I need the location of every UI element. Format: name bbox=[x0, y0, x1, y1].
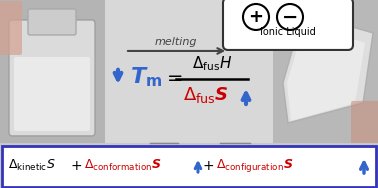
FancyBboxPatch shape bbox=[223, 0, 353, 50]
Polygon shape bbox=[283, 13, 373, 123]
Text: +: + bbox=[248, 8, 263, 26]
Text: −: − bbox=[282, 8, 298, 27]
FancyBboxPatch shape bbox=[105, 0, 273, 143]
Text: $=$: $=$ bbox=[163, 67, 183, 86]
FancyBboxPatch shape bbox=[0, 1, 22, 55]
Text: $\boldsymbol{\Delta_{\mathrm{conformation}}S}$: $\boldsymbol{\Delta_{\mathrm{conformatio… bbox=[84, 158, 162, 174]
Text: $+$: $+$ bbox=[202, 159, 214, 173]
Text: $\boldsymbol{T}_\mathbf{m}$: $\boldsymbol{T}_\mathbf{m}$ bbox=[130, 65, 163, 89]
FancyBboxPatch shape bbox=[14, 57, 90, 131]
FancyBboxPatch shape bbox=[2, 146, 376, 187]
Text: $\Delta_{\mathrm{kinetic}}S$: $\Delta_{\mathrm{kinetic}}S$ bbox=[8, 158, 56, 174]
Text: $\boldsymbol{\Delta_{\mathrm{configuration}}S}$: $\boldsymbol{\Delta_{\mathrm{configurati… bbox=[216, 157, 293, 174]
Text: melting: melting bbox=[155, 37, 197, 47]
Circle shape bbox=[277, 4, 303, 30]
FancyBboxPatch shape bbox=[273, 0, 378, 143]
FancyBboxPatch shape bbox=[9, 20, 95, 136]
FancyBboxPatch shape bbox=[351, 101, 378, 145]
Text: $+$: $+$ bbox=[70, 159, 82, 173]
Text: $\boldsymbol{\Delta_\mathrm{fus}S}$: $\boldsymbol{\Delta_\mathrm{fus}S}$ bbox=[183, 85, 229, 105]
Polygon shape bbox=[287, 23, 365, 121]
FancyBboxPatch shape bbox=[0, 0, 105, 143]
Text: $\Delta_\mathrm{fus}H$: $\Delta_\mathrm{fus}H$ bbox=[192, 55, 232, 73]
Text: Ionic Liquid: Ionic Liquid bbox=[260, 27, 316, 37]
Circle shape bbox=[243, 4, 269, 30]
FancyBboxPatch shape bbox=[28, 9, 76, 35]
